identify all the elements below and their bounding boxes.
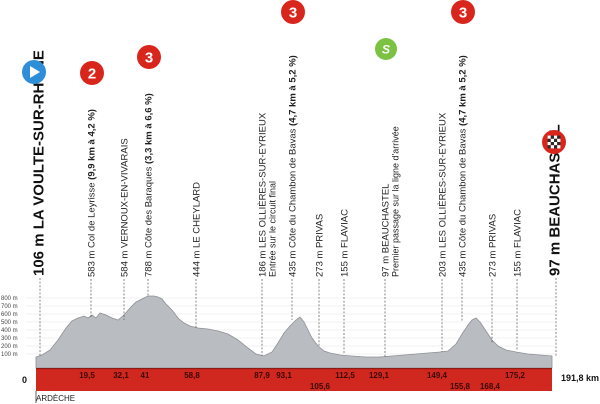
point-badges: 2 3 3 S 3 <box>22 0 566 154</box>
point-label-text: 203 m LES OLLIÈRES-SUR-EYRIEUX <box>438 112 449 277</box>
point-label-text: 155 m FLAVIAC <box>340 209 351 277</box>
altitude-tick-500: 500 m <box>1 320 18 326</box>
km-marker: 168,4 <box>480 382 501 391</box>
point-label-flaviac2: 155 m FLAVIAC <box>513 209 524 277</box>
finish-flag-icon <box>542 130 566 154</box>
point-label-beauchastel1: 97 m BEAUCHASTEL <box>381 184 392 277</box>
km-marker: 87,9 <box>254 371 270 380</box>
badge-category-text: 2 <box>88 66 96 83</box>
climb-detail: (9,9 km à 4,2 %) <box>87 109 98 182</box>
badge-category-text: 3 <box>289 5 297 22</box>
point-label-text: 186 m LES OLLIÈRES-SUR-EYRIEUX <box>258 112 269 277</box>
climb-detail: (4,7 km à 5,2 %) <box>288 55 299 128</box>
point-label-ollieres2: 203 m LES OLLIÈRES-SUR-EYRIEUX <box>438 112 449 277</box>
point-label-text: 97 m BEAUCHASTEL <box>547 124 564 276</box>
km-marker: 93,1 <box>276 371 292 380</box>
point-label-start: 106 m LA VOULTE-SUR-RHÔNE <box>30 50 48 276</box>
badge-circle <box>137 45 161 69</box>
altitude-tick-800: 800 m <box>1 296 18 302</box>
point-label-privas1: 273 m PRIVAS <box>315 214 326 277</box>
sprint-icon: S <box>375 38 397 60</box>
point-label-text: 273 m PRIVAS <box>488 214 499 277</box>
point-label-text: 435 m Côte du Chambon de Bavas <box>458 128 469 277</box>
point-label-flaviac1: 155 m FLAVIAC <box>340 209 351 277</box>
point-label-text: 97 m BEAUCHASTEL <box>381 184 392 277</box>
point-label-baraques: 788 m Côte des Baraques (3,3 km à 6,6 %) <box>144 93 155 277</box>
point-label-text: 435 m Côte du Chambon de Bavas <box>288 128 299 277</box>
km-marker: 58,8 <box>184 371 200 380</box>
point-label-finish: 97 m BEAUCHASTEL <box>547 124 564 276</box>
point-label-text: 788 m Côte des Baraques <box>144 166 155 277</box>
point-label-text: 444 m LE CHEYLARD <box>192 182 203 277</box>
km-marker: 129,1 <box>369 371 390 380</box>
point-label-privas2: 273 m PRIVAS <box>488 214 499 277</box>
point-label-text: 106 m LA VOULTE-SUR-RHÔNE <box>30 50 48 276</box>
badge-circle <box>451 0 475 24</box>
altitude-tick-700: 700 m <box>1 304 18 310</box>
km-marker: 41 <box>141 371 150 380</box>
point-label-text: 583 m Col de Leyrisse <box>87 182 98 277</box>
point-label-vernoux: 584 m VERNOUX-EN-VIVARAIS <box>120 138 131 277</box>
badge-category-text: 3 <box>459 5 467 22</box>
sprint-letter: S <box>382 43 390 57</box>
badge-circle <box>281 0 305 24</box>
point-label-text: 584 m VERNOUX-EN-VIVARAIS <box>120 138 131 277</box>
point-label-cheylard: 444 m LE CHEYLARD <box>192 182 203 277</box>
km-marker: 32,1 <box>113 371 129 380</box>
climb-detail: (3,3 km à 6,6 %) <box>144 93 155 166</box>
altitude-tick-400: 400 m <box>1 328 18 334</box>
altitude-tick-300: 300 m <box>1 336 18 342</box>
climb-category-badge: 3 <box>451 0 475 24</box>
start-flag-icon <box>22 60 46 84</box>
point-label-leyrisse: 583 m Col de Leyrisse (9,9 km à 4,2 %) <box>87 109 98 277</box>
badge-category-text: 3 <box>145 50 153 67</box>
km-marker: 19,5 <box>79 371 95 380</box>
km-marker: 149,4 <box>427 371 448 380</box>
point-label-text: 155 m FLAVIAC <box>513 209 524 277</box>
altitude-tick-100: 100 m <box>1 352 18 358</box>
km-marker: 112,5 <box>335 371 355 380</box>
elevation-profile <box>35 295 553 369</box>
altitude-tick-600: 600 m <box>1 312 18 318</box>
climb-category-badge: 3 <box>137 45 161 69</box>
guide-lines <box>39 278 557 357</box>
zero-km-label: 0 <box>22 375 27 385</box>
point-sublabel-beauchastel1: Premier passage sur la ligne d'arrivée <box>391 126 401 277</box>
km-markers: 19,5 32,1 41 58,8 87,9 93,1 105,6 112,5 … <box>79 371 525 391</box>
km-marker: 175,2 <box>505 371 526 380</box>
point-label-bavas2: 435 m Côte du Chambon de Bavas (4,7 km à… <box>458 55 469 277</box>
point-label-text: 273 m PRIVAS <box>315 214 326 277</box>
badge-circle <box>80 61 104 85</box>
point-labels: 106 m LA VOULTE-SUR-RHÔNE 583 m Col de Le… <box>30 50 564 277</box>
point-label-bavas1: 435 m Côte du Chambon de Bavas (4,7 km à… <box>288 55 299 277</box>
climb-category-badge: 2 <box>80 61 104 85</box>
altitude-tick-200: 200 m <box>1 344 18 350</box>
region-label: ARDÈCHE <box>36 394 75 403</box>
km-marker: 155,8 <box>450 382 471 391</box>
km-marker: 105,6 <box>310 382 331 391</box>
total-distance-label: 191,8 km <box>561 373 599 383</box>
point-sublabel-ollieres1: Entrée sur le circuit final <box>268 181 278 277</box>
distance-axis-band <box>36 368 552 391</box>
climb-detail: (4,7 km à 5,2 %) <box>458 55 469 128</box>
altitude-tick-labels: 100 m 200 m 300 m 400 m 500 m 600 m 700 … <box>1 296 18 358</box>
climb-category-badge: 3 <box>281 0 305 24</box>
point-label-ollieres1: 186 m LES OLLIÈRES-SUR-EYRIEUX <box>258 112 269 277</box>
